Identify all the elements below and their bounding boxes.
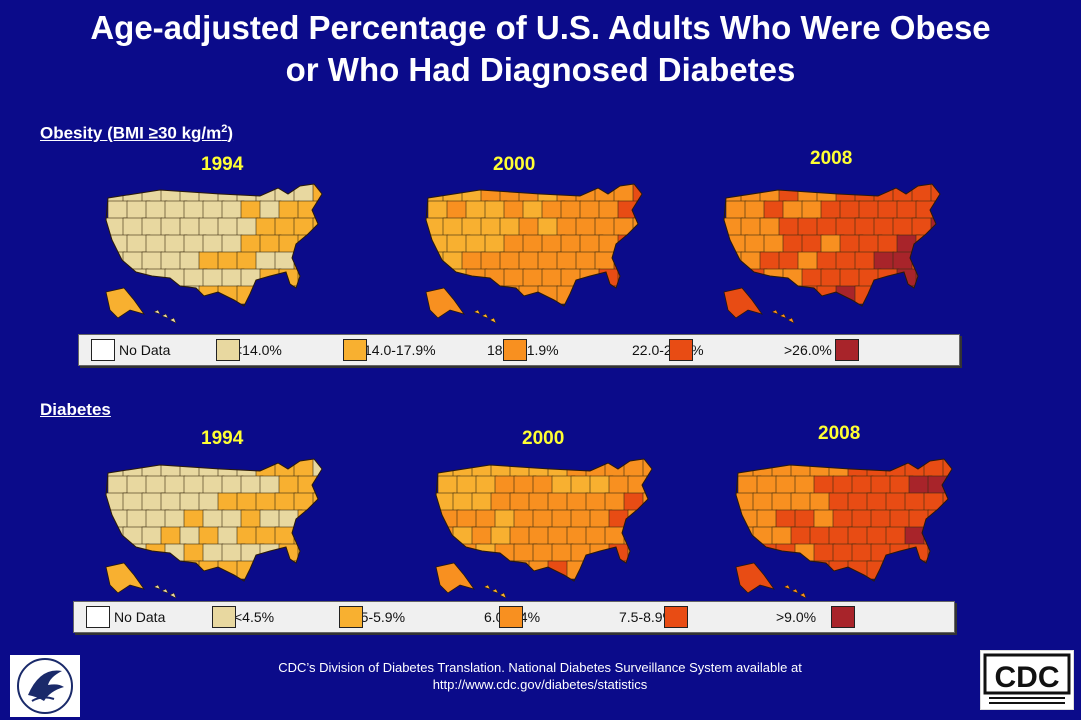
- legend-label: >26.0%: [784, 342, 832, 358]
- legend-swatch: [339, 606, 363, 628]
- diabetes-map-1994: [105, 458, 323, 599]
- obesity-heading-text: Obesity (BMI ≥30 kg/m: [40, 123, 222, 143]
- legend-label: No Data: [114, 609, 166, 625]
- legend-label: 4.5-5.9%: [349, 609, 406, 625]
- legend-label: <4.5%: [234, 609, 275, 625]
- legend-swatch: [831, 606, 855, 628]
- obesity-map-2008: [723, 183, 941, 324]
- diabetes-map-2000: [435, 458, 653, 599]
- legend-label: 7.5-8.9%: [619, 609, 676, 625]
- source-url[interactable]: http://www.cdc.gov/diabetes/statistics: [432, 677, 648, 692]
- obesity-legend: No Data <14.0% 14.0-17.9% 18.0-21.9% 22.…: [78, 334, 960, 366]
- legend-swatch: [212, 606, 236, 628]
- legend-label: 14.0-17.9%: [364, 342, 436, 358]
- legend-swatch-no-data: [91, 339, 115, 361]
- legend-swatch: [343, 339, 367, 361]
- page-title-line1: Age-adjusted Percentage of U.S. Adults W…: [90, 9, 991, 46]
- diabetes-year-2008: 2008: [818, 423, 861, 444]
- obesity-heading-close: ): [227, 123, 234, 143]
- cdc-logo-text: CDC: [995, 661, 1060, 694]
- legend-swatch: [669, 339, 693, 361]
- source-note: CDC’s Division of Diabetes Translation. …: [150, 659, 930, 693]
- legend-swatch: [835, 339, 859, 361]
- obesity-map-1994: [105, 183, 323, 324]
- legend-swatch: [216, 339, 240, 361]
- obesity-map-2000: [425, 183, 643, 324]
- diabetes-map-2008: [735, 458, 953, 599]
- page-title-line2: or Who Had Diagnosed Diabetes: [285, 51, 796, 88]
- obesity-year-2000: 2000: [493, 154, 536, 175]
- legend-swatch: [664, 606, 688, 628]
- legend-label: >9.0%: [776, 609, 817, 625]
- source-line1: CDC’s Division of Diabetes Translation. …: [278, 660, 802, 675]
- legend-swatch: [503, 339, 527, 361]
- legend-swatch-no-data: [86, 606, 110, 628]
- obesity-section-title: Obesity (BMI ≥30 kg/m2): [40, 123, 233, 144]
- legend-label: No Data: [119, 342, 171, 358]
- diabetes-section-title: Diabetes: [40, 400, 111, 419]
- hhs-eagle-logo: [10, 655, 80, 717]
- obesity-year-2008: 2008: [810, 148, 853, 169]
- legend-swatch: [499, 606, 523, 628]
- cdc-logo: CDC: [980, 650, 1074, 710]
- diabetes-year-2000: 2000: [522, 428, 565, 449]
- diabetes-legend: No Data <4.5% 4.5-5.9% 6.0-7.4% 7.5-8.9%…: [73, 601, 955, 633]
- legend-label: <14.0%: [234, 342, 282, 358]
- obesity-heading-sup: 2: [221, 123, 228, 135]
- diabetes-year-1994: 1994: [201, 428, 244, 449]
- obesity-year-1994: 1994: [201, 154, 244, 175]
